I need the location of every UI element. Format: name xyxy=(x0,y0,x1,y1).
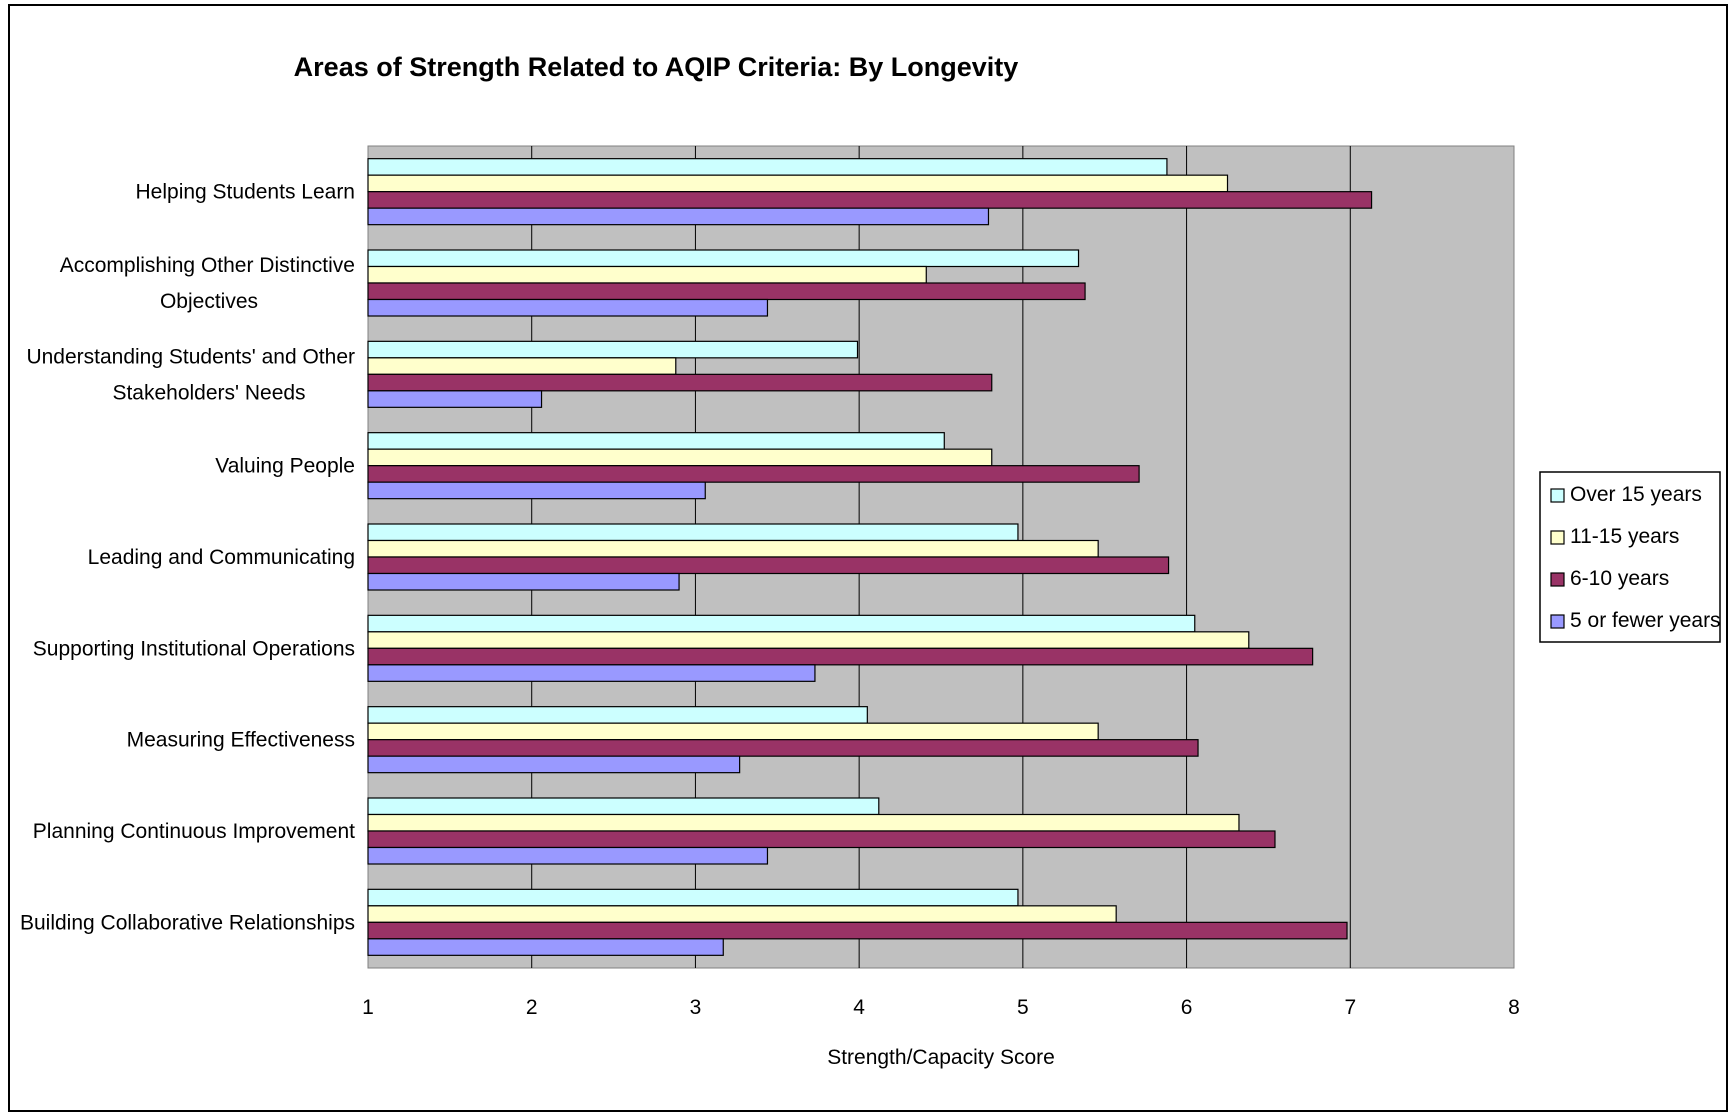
category-label: Planning Continuous Improvement xyxy=(33,820,355,843)
chart-title: Areas of Strength Related to AQIP Criter… xyxy=(294,52,1019,82)
bar xyxy=(367,755,741,774)
bar xyxy=(367,631,1250,649)
legend-label: 11-15 years xyxy=(1570,525,1679,548)
chart-frame: Areas of Strength Related to AQIP Criter… xyxy=(8,4,1728,1112)
bar xyxy=(367,572,680,591)
category-label: Understanding Students' and Other xyxy=(26,345,355,368)
legend-items: Over 15 years 11-15 years 6-10 years 5 or f… xyxy=(1550,483,1721,632)
x-tick-labels: 1 2 3 4 5 6 7 8 xyxy=(362,996,1520,1019)
x-tick-label: 7 xyxy=(1344,996,1356,1019)
bar xyxy=(367,722,1099,741)
bar xyxy=(367,905,1117,923)
category-label: Measuring Effectiveness xyxy=(127,729,355,752)
legend-box xyxy=(1539,471,1721,643)
bar xyxy=(367,647,1314,666)
bars xyxy=(367,158,1373,956)
bar xyxy=(367,813,1240,832)
bar xyxy=(367,706,868,724)
bar xyxy=(367,539,1099,558)
bar xyxy=(367,921,1348,940)
x-tick-label: 8 xyxy=(1508,996,1520,1019)
bar xyxy=(367,846,769,865)
x-tick-label: 4 xyxy=(853,996,865,1019)
x-tick-label: 1 xyxy=(362,996,374,1019)
bar xyxy=(367,888,1019,907)
bar xyxy=(367,282,1086,301)
category-label: Stakeholders' Needs xyxy=(112,381,305,404)
bar xyxy=(367,249,1080,268)
bar xyxy=(367,158,1168,176)
chart: Areas of Strength Related to AQIP Criter… xyxy=(20,52,1721,1069)
bar xyxy=(367,340,859,359)
bar xyxy=(367,373,993,392)
bar xyxy=(367,739,1199,757)
bar xyxy=(367,556,1170,575)
bar xyxy=(367,207,990,226)
category-label: Valuing People xyxy=(215,455,355,478)
x-tick-label: 2 xyxy=(526,996,538,1019)
legend-swatch xyxy=(1550,488,1565,503)
bar xyxy=(367,265,927,284)
category-label: Helping Students Learn xyxy=(136,181,356,204)
bar xyxy=(367,523,1019,542)
bar xyxy=(367,432,945,450)
bar xyxy=(367,390,543,408)
bar xyxy=(367,938,724,956)
bar xyxy=(367,298,769,317)
category-label: Supporting Institutional Operations xyxy=(33,637,355,660)
bar xyxy=(367,191,1373,209)
category-label: Objectives xyxy=(160,290,258,313)
legend-swatch xyxy=(1550,530,1565,545)
category-labels: Helping Students Learn Accomplishing Othe… xyxy=(20,181,355,935)
bar xyxy=(367,465,1140,483)
legend-label: 5 or fewer years xyxy=(1570,609,1721,632)
legend: Over 15 years 11-15 years 6-10 years 5 or f… xyxy=(1539,471,1721,643)
bar xyxy=(367,357,677,375)
bar xyxy=(367,448,993,467)
category-label: Leading and Communicating xyxy=(88,546,355,569)
category-label: Accomplishing Other Distinctive xyxy=(60,254,355,277)
bar xyxy=(367,481,706,500)
legend-swatch xyxy=(1550,614,1565,629)
legend-label: 6-10 years xyxy=(1570,567,1669,590)
legend-label: Over 15 years xyxy=(1570,483,1702,506)
x-tick-label: 5 xyxy=(1017,996,1029,1019)
bar xyxy=(367,830,1276,849)
bar xyxy=(367,614,1196,633)
bar xyxy=(367,174,1229,193)
bar xyxy=(367,664,816,682)
x-axis-label: Strength/Capacity Score xyxy=(827,1046,1055,1069)
x-tick-label: 6 xyxy=(1181,996,1193,1019)
legend-swatch xyxy=(1550,572,1565,587)
x-tick-label: 3 xyxy=(690,996,702,1019)
category-label: Building Collaborative Relationships xyxy=(20,911,355,934)
bar xyxy=(367,797,880,816)
